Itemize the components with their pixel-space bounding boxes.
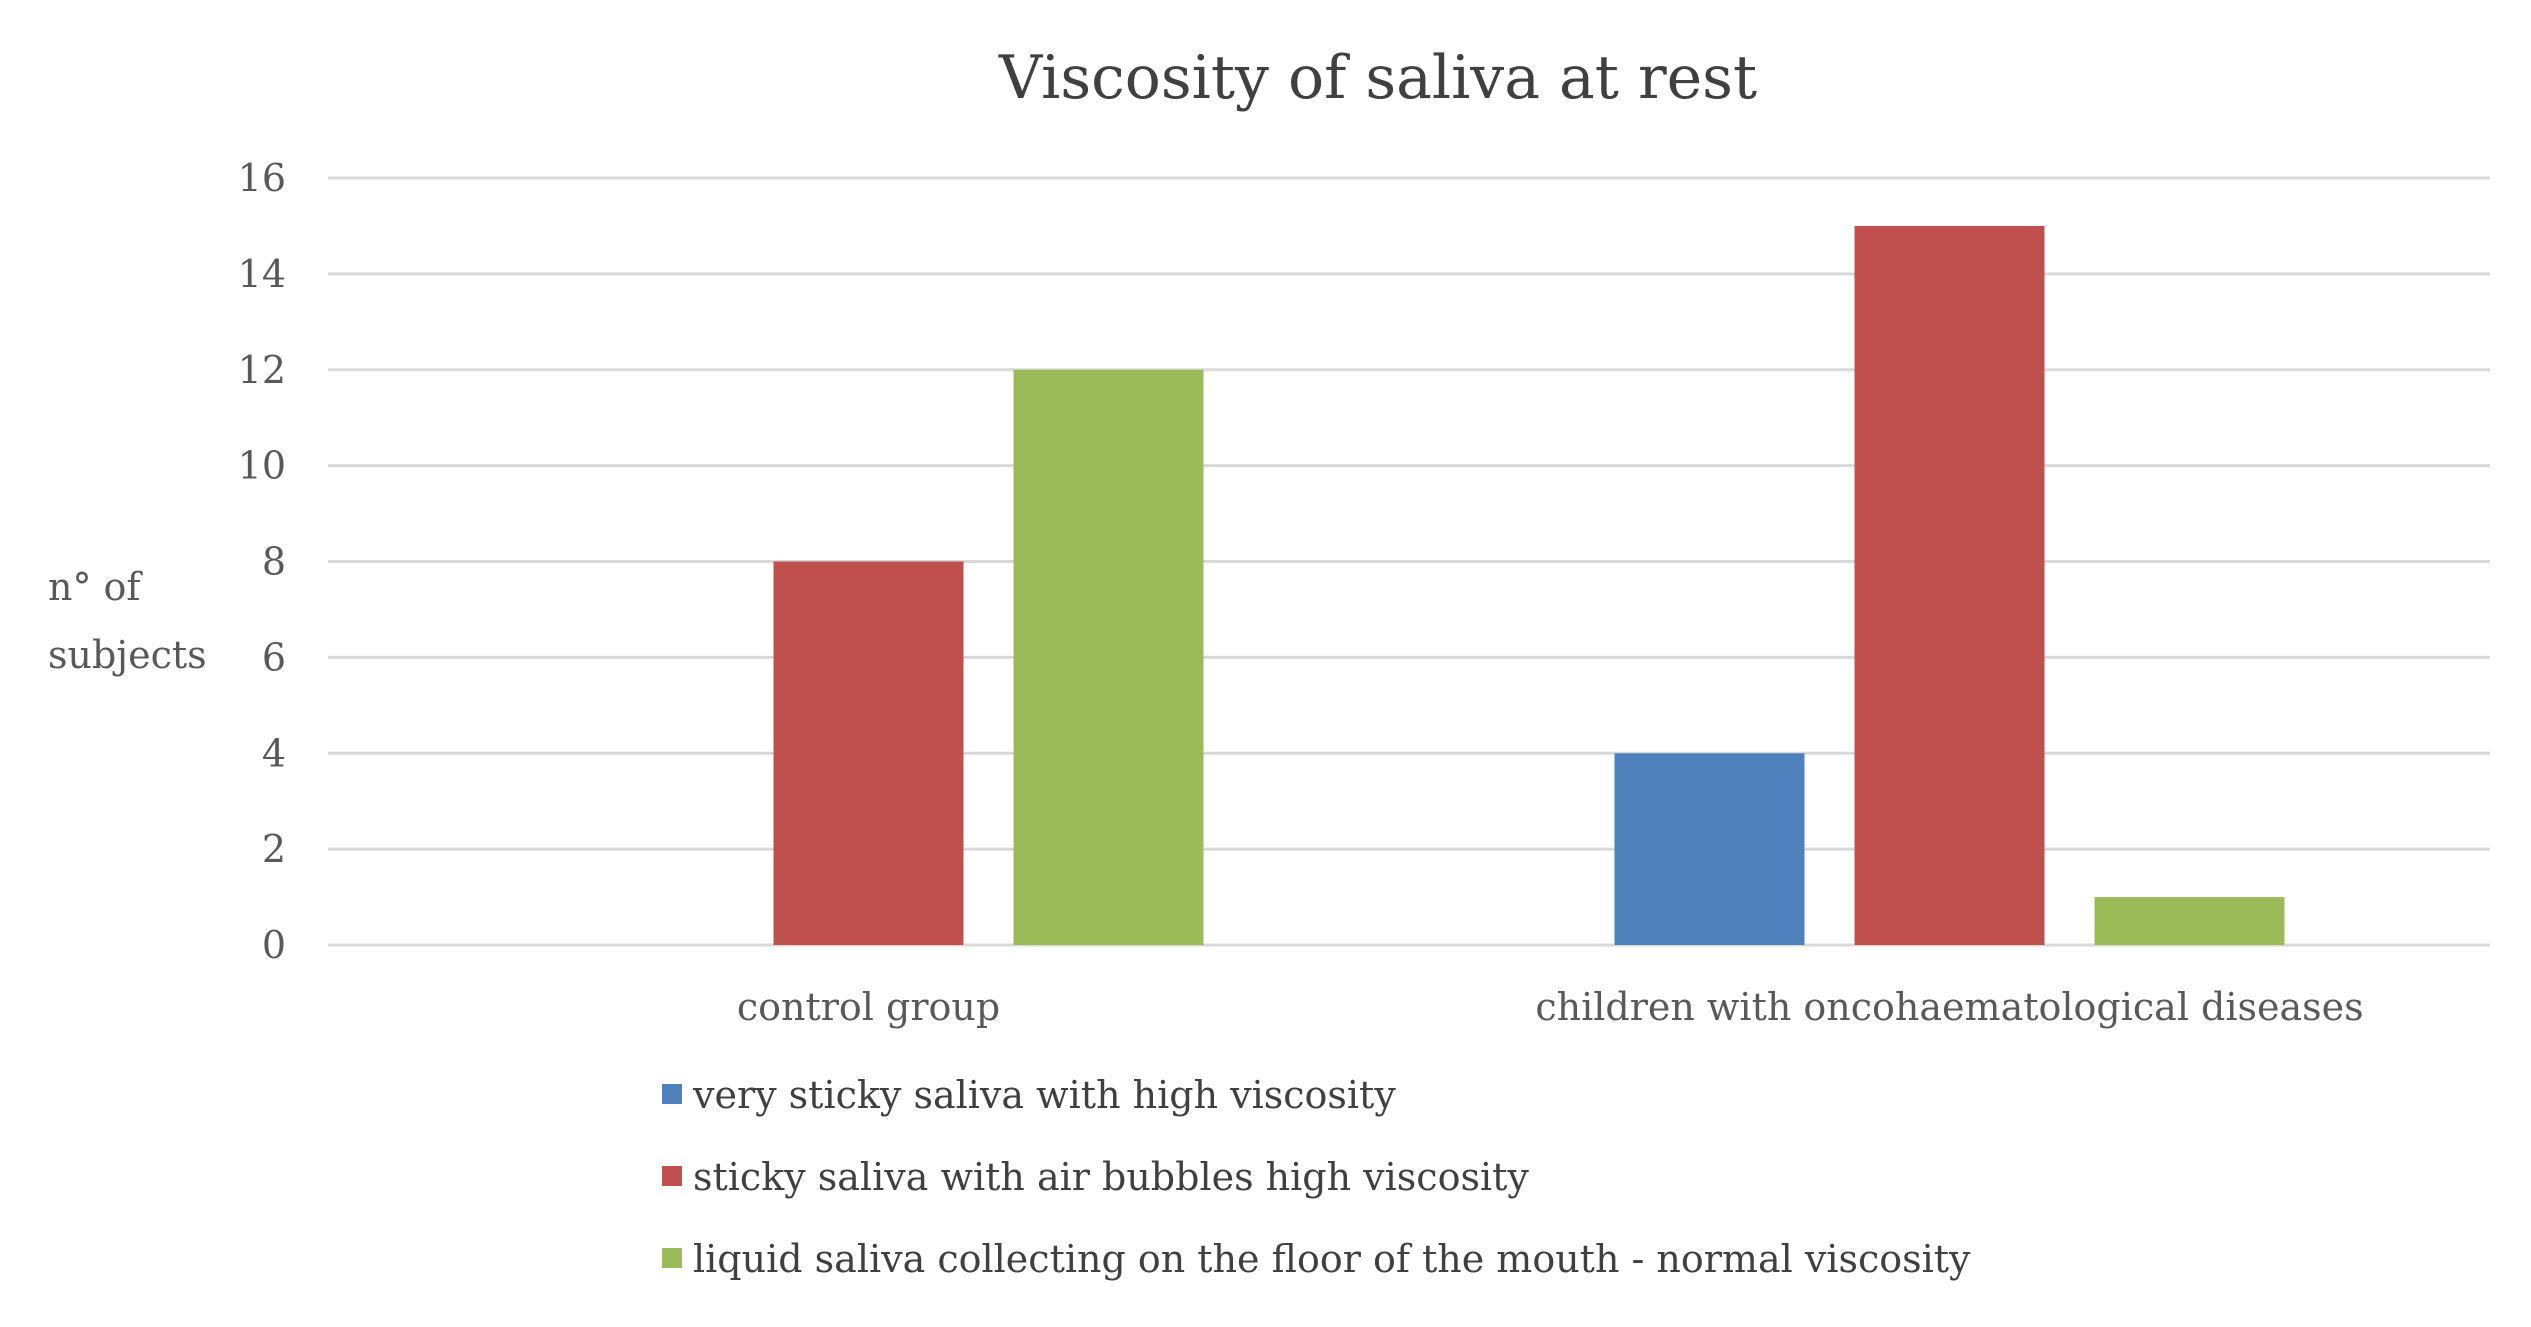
y-axis-label-line-1: n° of <box>48 565 143 609</box>
legend-label: liquid saliva collecting on the floor of… <box>693 1237 1971 1281</box>
bar <box>1854 225 2045 945</box>
y-tick-label: 6 <box>262 635 286 679</box>
category-label: control group <box>737 985 1000 1029</box>
chart-title: Viscosity of saliva at rest <box>998 43 1757 113</box>
y-axis-label-line-2: subjects <box>48 633 207 677</box>
y-tick-label: 14 <box>238 252 286 296</box>
bar <box>773 561 964 945</box>
y-tick-label: 16 <box>238 156 286 200</box>
y-tick-label: 12 <box>238 348 286 392</box>
gridlines <box>328 176 2490 947</box>
legend-swatch <box>662 1084 682 1104</box>
category-label: children with oncohaematological disease… <box>1535 985 2363 1029</box>
y-tick-labels: 0 2 4 6 8 10 12 14 16 <box>238 156 286 967</box>
legend-swatch <box>662 1248 682 1268</box>
bars <box>773 225 2285 945</box>
bar <box>1013 369 1204 945</box>
y-tick-label: 4 <box>262 731 286 775</box>
y-tick-label: 10 <box>238 444 286 488</box>
y-tick-label: 2 <box>262 827 286 871</box>
bar <box>1614 753 1805 945</box>
legend-swatch <box>662 1166 682 1186</box>
legend-label: sticky saliva with air bubbles high visc… <box>693 1155 1529 1199</box>
bar <box>2094 897 2285 945</box>
y-tick-label: 8 <box>262 540 286 584</box>
legend-label: very sticky saliva with high viscosity <box>692 1073 1396 1117</box>
legend: very sticky saliva with high viscosity st… <box>662 1073 1971 1281</box>
category-labels: control group children with oncohaematolo… <box>737 985 2364 1029</box>
y-tick-label: 0 <box>262 923 286 967</box>
